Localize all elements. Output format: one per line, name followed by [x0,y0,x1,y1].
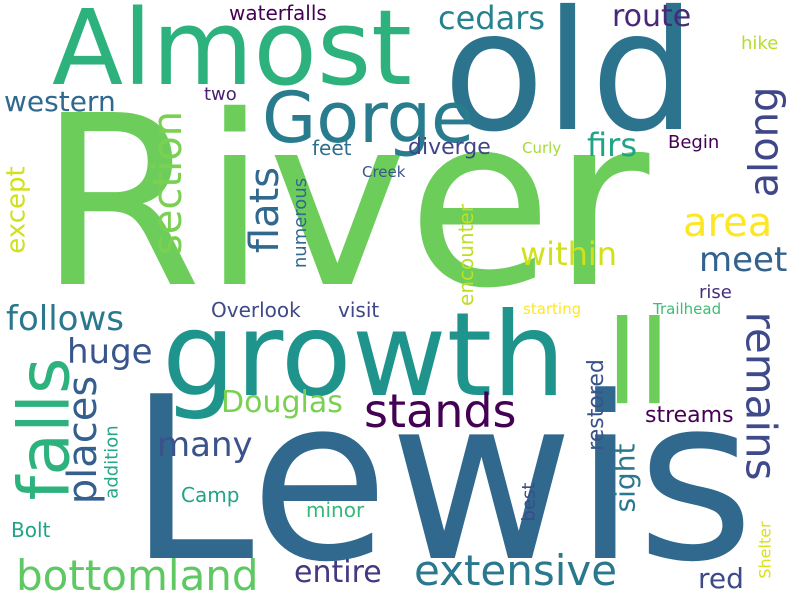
word-camp: Camp [181,483,240,507]
word-restored: restored [583,359,609,451]
word-shelter: Shelter [755,521,775,579]
word-almost: Almost [52,0,412,109]
word-remains: remains [736,311,786,481]
word-creek: Creek [362,163,406,181]
word-two: two [204,84,237,105]
word-route: route [612,0,692,34]
word-growth: growth [162,288,566,423]
word-lewis: Lewis [128,349,755,600]
word-western: western [4,85,116,118]
word-cedars: cedars [438,0,546,37]
word-rise: rise [699,282,732,303]
word-follows: follows [6,299,124,339]
word-douglas: Douglas [221,385,343,420]
word-meet: meet [699,240,788,280]
word-encounter: encounter [453,204,478,306]
word-best: best [518,482,540,522]
word-gorge: Gorge [262,77,475,159]
word-overlook: Overlook [211,298,301,322]
word-minor: minor [306,498,365,522]
word-trailhead: Trailhead [653,300,722,318]
word-begin: Begin [668,132,720,153]
word-addition: addition [101,425,123,499]
word-bottomland: bottomland [16,551,259,600]
word-firs: firs [587,126,637,164]
word-except: except [1,166,32,254]
word-starting: starting [523,300,582,318]
word-area: area [683,200,773,246]
word-along: along [741,86,788,198]
word-streams: streams [645,403,734,428]
word-numerous: numerous [290,177,312,269]
word-bolt: Bolt [11,518,51,542]
word-stands: stands [364,384,517,438]
word-within: within [520,235,618,273]
word-flats: flats [242,166,289,254]
word-section: section [145,110,192,256]
word-river: River [38,65,650,340]
word-curly: Curly [522,139,562,157]
word-waterfalls: waterfalls [229,1,327,25]
word-ll: ll [606,296,671,431]
word-extensive: extensive [414,546,618,595]
word-places: places [60,375,107,505]
word-visit: visit [338,298,380,322]
word-old: old [443,0,697,169]
word-red: red [698,562,744,595]
word-entire: entire [294,555,382,590]
word-many: many [157,425,253,465]
word-diverge: diverge [408,135,491,160]
word-feet: feet [312,136,352,160]
word-sight: sight [608,443,642,513]
word-huge: huge [67,332,153,372]
word-hike: hike [741,33,779,54]
